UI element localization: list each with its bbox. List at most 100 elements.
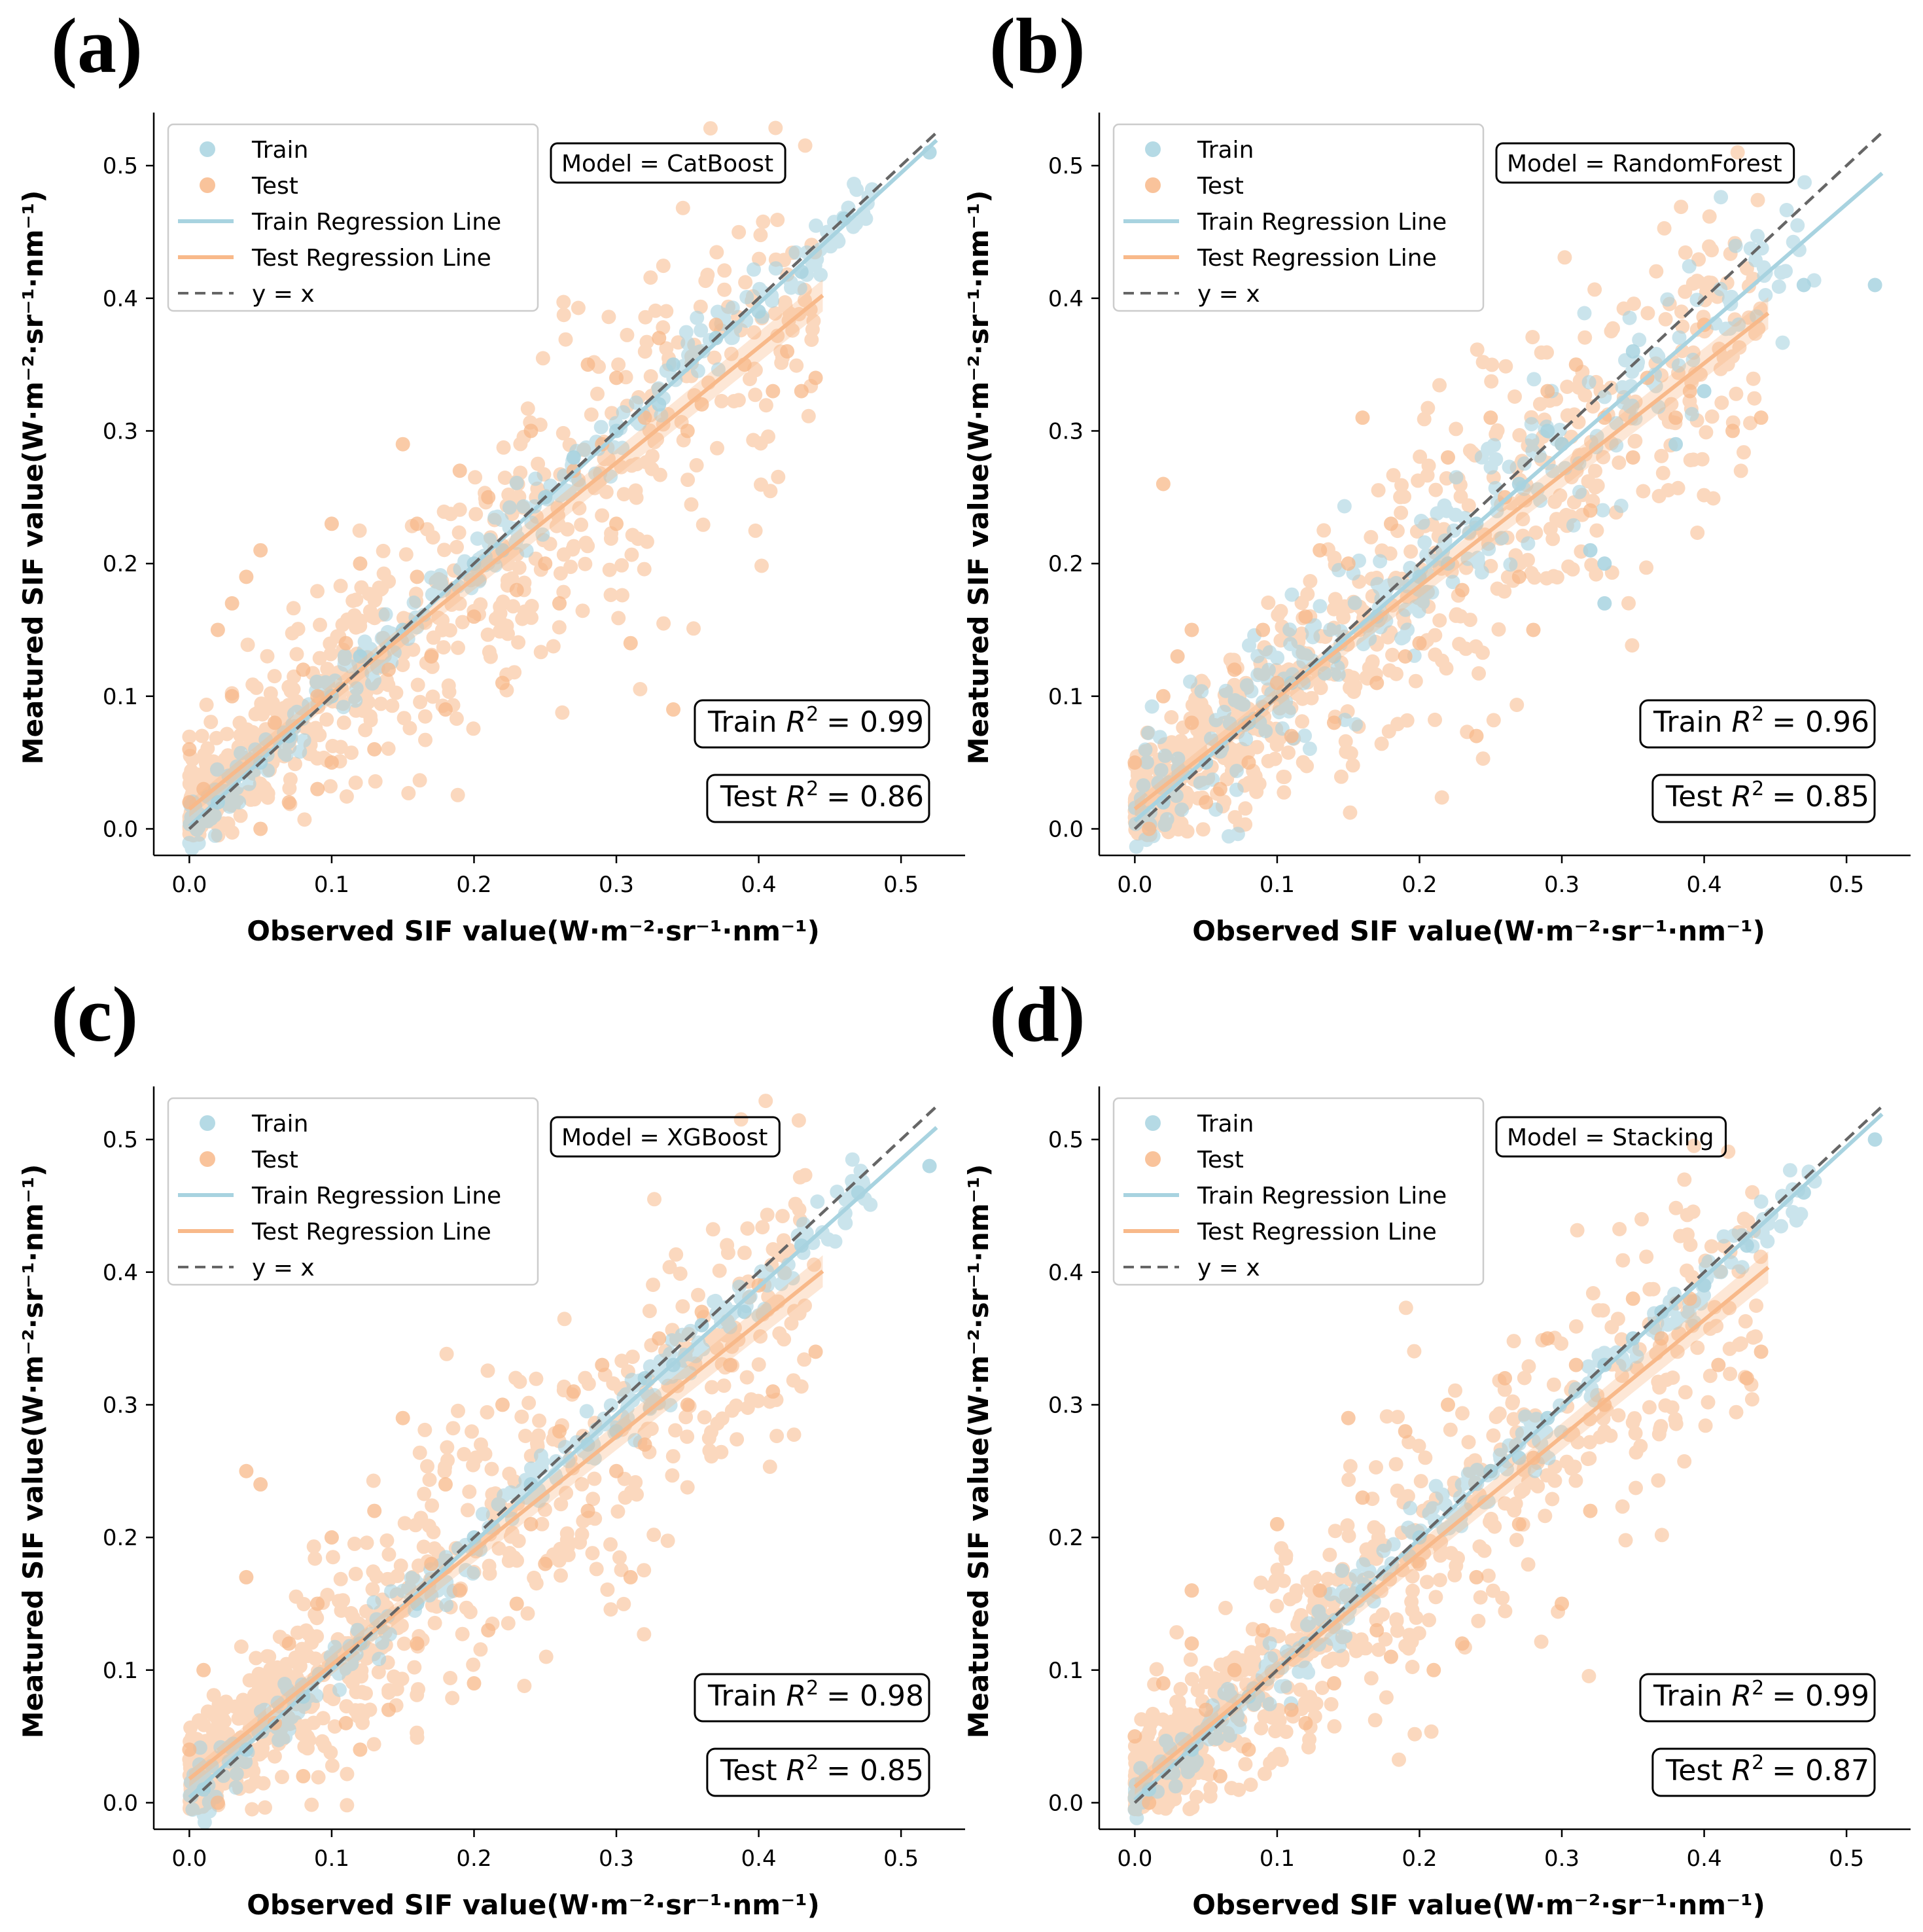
test-point xyxy=(1568,357,1583,372)
test-point xyxy=(660,1533,675,1548)
train-point xyxy=(1324,1631,1339,1646)
train-point xyxy=(1337,713,1352,727)
test-point xyxy=(1649,264,1664,279)
model-label: Model = CatBoost xyxy=(550,142,786,184)
r2-symbol: R xyxy=(786,706,807,739)
test-point xyxy=(587,1471,602,1486)
train-point xyxy=(229,1766,244,1781)
test-point xyxy=(359,1535,374,1550)
legend-train-marker xyxy=(200,141,215,157)
x-tick-label: 0.5 xyxy=(883,1846,919,1872)
train-point xyxy=(535,527,550,542)
test-point xyxy=(1746,371,1761,386)
test-point xyxy=(1171,1709,1186,1724)
test-point xyxy=(283,772,298,787)
test-point xyxy=(347,608,362,623)
test-point xyxy=(1677,1172,1692,1187)
test-point xyxy=(452,1583,467,1598)
test-r2-label: Test xyxy=(1665,1754,1732,1787)
test-r2-value: = 0.85 xyxy=(1772,780,1869,814)
test-point xyxy=(1628,433,1643,448)
test-point xyxy=(199,697,214,712)
test-point xyxy=(1462,613,1477,628)
test-point xyxy=(791,1113,806,1128)
test-point xyxy=(258,1800,272,1815)
train-point xyxy=(1362,1564,1377,1579)
test-point xyxy=(1250,740,1265,755)
legend-train-marker xyxy=(1145,141,1161,157)
test-point xyxy=(210,622,225,637)
train-point xyxy=(1323,622,1338,637)
test-point xyxy=(1498,1603,1513,1619)
test-point xyxy=(601,310,616,325)
train-point xyxy=(615,440,630,456)
train-point xyxy=(1157,748,1173,763)
test-point xyxy=(1420,468,1435,483)
train-point xyxy=(1525,433,1540,448)
panel-letter: (d) xyxy=(989,971,1085,1058)
test-point xyxy=(374,696,389,711)
test-point xyxy=(1515,512,1530,527)
test-point xyxy=(1639,560,1654,575)
test-point xyxy=(705,1380,719,1395)
test-point xyxy=(1296,755,1311,770)
train-point xyxy=(752,281,767,296)
test-point xyxy=(1682,384,1697,399)
test-point xyxy=(466,1657,481,1672)
test-point xyxy=(467,1676,482,1691)
test-point xyxy=(1665,1400,1680,1415)
test-point xyxy=(1469,728,1484,743)
test-point xyxy=(760,1208,775,1223)
test-point xyxy=(1369,675,1385,690)
test-point xyxy=(780,344,795,359)
test-point xyxy=(1169,1625,1184,1640)
test-r2: Test R2 = 0.87 xyxy=(1651,1747,1876,1797)
test-point xyxy=(703,121,718,136)
test-point xyxy=(1411,1439,1426,1454)
train-point xyxy=(1511,1450,1526,1465)
test-point xyxy=(694,397,709,412)
test-point xyxy=(1142,821,1157,836)
test-point xyxy=(473,597,488,612)
test-point xyxy=(1636,484,1651,499)
train-point xyxy=(810,1194,825,1209)
train-point xyxy=(1581,375,1597,389)
test-point xyxy=(1455,1406,1470,1421)
train-point xyxy=(1128,816,1143,831)
x-tick-label: 0.2 xyxy=(1402,872,1437,898)
train-point xyxy=(1622,310,1637,325)
train-r2-value: = 0.96 xyxy=(1772,706,1869,739)
train-point xyxy=(696,1342,711,1357)
y-axis-title: Meatured SIF value(W·m⁻²·sr⁻¹·nm⁻¹) xyxy=(962,190,995,765)
test-point xyxy=(210,1795,225,1810)
test-point xyxy=(535,1516,550,1531)
test-point xyxy=(296,1597,311,1611)
test-point xyxy=(256,1776,271,1791)
y-tick-label: 0.4 xyxy=(103,286,138,312)
test-point xyxy=(281,795,296,810)
train-point xyxy=(332,1683,347,1697)
train-point xyxy=(1250,649,1265,664)
panel-letter: (a) xyxy=(51,2,143,89)
test-point xyxy=(1127,755,1142,770)
train-point xyxy=(1609,438,1624,453)
y-tick-label: 0.4 xyxy=(103,1260,138,1286)
test-point xyxy=(1227,662,1242,677)
test-point xyxy=(709,317,724,332)
train-point xyxy=(1129,1810,1144,1825)
test-point xyxy=(376,543,391,558)
train-point xyxy=(1183,674,1197,689)
train-point xyxy=(1750,228,1765,243)
test-point xyxy=(798,138,813,153)
train-point xyxy=(1625,364,1640,379)
panel-b: (b) 0.0 0.1 0.2 0.3 0.4 0.5 0.0 0.1 0.2 0.3 0.4 0.5 O… xyxy=(962,2,1911,947)
test-point xyxy=(267,1749,282,1764)
test-point xyxy=(1673,1228,1687,1243)
test-point xyxy=(591,359,606,374)
train-point xyxy=(1697,384,1712,399)
test-point xyxy=(572,501,587,516)
train-point xyxy=(1524,417,1539,432)
test-point xyxy=(1596,1411,1611,1426)
test-point xyxy=(431,611,446,625)
test-point xyxy=(527,1570,542,1585)
